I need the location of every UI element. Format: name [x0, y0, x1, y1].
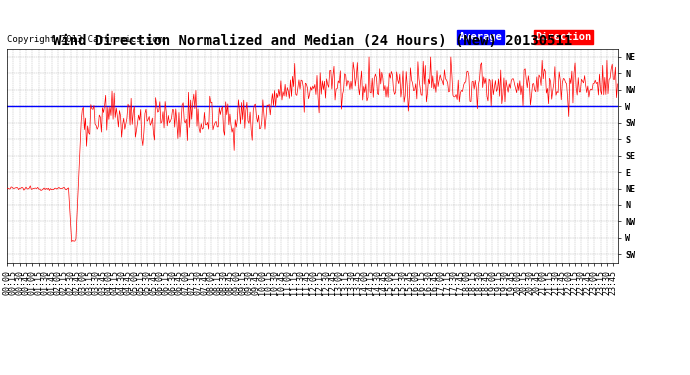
Text: Copyright 2013 Cartronics.com: Copyright 2013 Cartronics.com: [7, 36, 163, 45]
Text: Average: Average: [459, 32, 502, 42]
Title: Wind Direction Normalized and Median (24 Hours) (New) 20130511: Wind Direction Normalized and Median (24…: [52, 34, 572, 48]
Text: Direction: Direction: [535, 32, 591, 42]
